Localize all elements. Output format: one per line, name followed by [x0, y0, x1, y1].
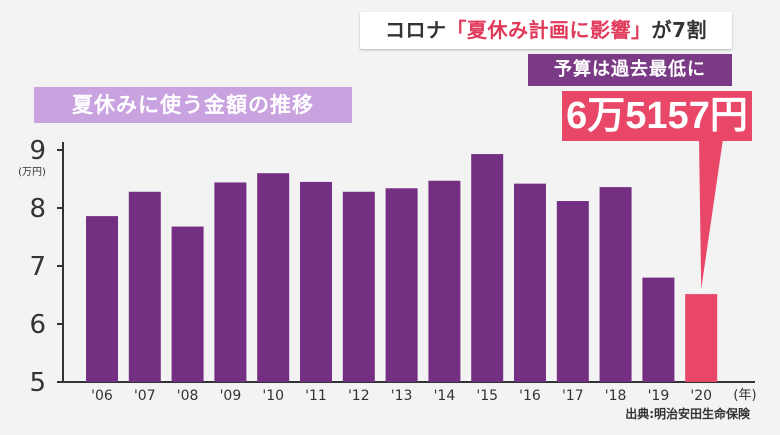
bar-10 [257, 173, 290, 382]
x-tick-label: '19 [648, 388, 670, 404]
headline-banner: コロナ「夏休み計画に影響」が7割 [360, 12, 732, 49]
bar-09 [214, 182, 247, 382]
x-tick-label: '17 [562, 388, 584, 404]
x-tick-label: '15 [476, 388, 498, 404]
x-tick-label: '18 [605, 388, 627, 404]
source-note: 出典:明治安田生命保険 [625, 407, 750, 421]
bar-20 [685, 294, 718, 382]
bar-14 [428, 180, 461, 382]
x-tick-label: '08 [177, 388, 199, 404]
y-tick-label: 9 [29, 136, 46, 166]
bar-12 [342, 191, 375, 382]
x-tick-label: '16 [519, 388, 541, 404]
y-tick-label: 5 [29, 368, 46, 398]
bar-11 [300, 181, 332, 382]
chart-title: 夏休みに使う金額の推移 [34, 87, 352, 123]
x-tick-label: '09 [220, 388, 242, 404]
y-tick-label: 8 [29, 194, 46, 224]
x-tick-label: '11 [305, 388, 327, 404]
value-callout: 6万5157円 [562, 91, 752, 141]
x-tick-label: '13 [391, 388, 413, 404]
y-tick-label: 7 [29, 252, 46, 282]
bar-17 [556, 201, 589, 382]
y-tick-label: 6 [29, 310, 46, 340]
x-tick-label: '06 [91, 388, 113, 404]
x-axis-unit: (年) [733, 388, 756, 403]
callout-pointer [699, 139, 723, 290]
bar-15 [471, 154, 504, 382]
bar-19 [642, 277, 675, 382]
y-axis-unit: (万円) [18, 167, 46, 178]
x-tick-label: '12 [348, 388, 370, 404]
x-tick-label: '07 [134, 388, 156, 404]
x-tick-label: '10 [262, 388, 284, 404]
bar-18 [599, 187, 632, 382]
headline-quote: 「夏休み計画に影響」 [446, 18, 652, 42]
bar-07 [128, 191, 161, 382]
x-tick-label: '20 [690, 388, 712, 404]
headline-suffix: が7割 [651, 18, 707, 42]
bar-13 [385, 188, 418, 382]
sub-caption: 予算は過去最低に [528, 54, 732, 86]
bar-06 [86, 216, 118, 382]
headline-prefix: コロナ [385, 18, 447, 42]
x-tick-label: '14 [434, 388, 456, 404]
bar-08 [171, 226, 204, 382]
bar-16 [514, 183, 546, 382]
